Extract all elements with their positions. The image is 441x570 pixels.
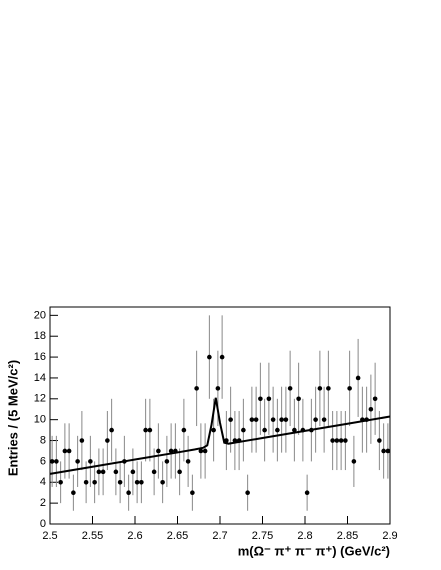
x-tick-label: 2.8 bbox=[297, 530, 312, 542]
data-point bbox=[219, 354, 225, 360]
data-point bbox=[224, 438, 229, 443]
data-point bbox=[147, 427, 153, 433]
data-point bbox=[270, 417, 276, 422]
y-tick-label: 18 bbox=[34, 330, 46, 342]
y-tick-label: 10 bbox=[34, 414, 46, 426]
data-point bbox=[126, 490, 131, 496]
plot-frame bbox=[49, 306, 391, 525]
data-point bbox=[275, 427, 280, 433]
data-point bbox=[96, 469, 102, 475]
data-point bbox=[139, 479, 144, 485]
data-point bbox=[181, 427, 187, 433]
fit-curve bbox=[49, 397, 391, 475]
x-tick-label: 2.55 bbox=[82, 530, 103, 542]
y-tick-label: 16 bbox=[34, 351, 46, 363]
data-point bbox=[381, 448, 386, 454]
data-point bbox=[296, 396, 301, 402]
data-point bbox=[377, 438, 382, 443]
data-point bbox=[75, 459, 80, 464]
data-point bbox=[326, 386, 331, 391]
data-point bbox=[62, 448, 68, 454]
data-point bbox=[228, 417, 233, 422]
data-point bbox=[304, 490, 310, 496]
data-point bbox=[113, 469, 119, 475]
data-point bbox=[372, 396, 378, 402]
data-point bbox=[241, 427, 246, 433]
x-tick-label: 2.7 bbox=[212, 530, 227, 542]
data-point bbox=[58, 479, 63, 485]
data-point bbox=[49, 459, 55, 464]
data-point bbox=[368, 406, 374, 412]
y-tick-label: 4 bbox=[40, 476, 46, 488]
data-point bbox=[190, 490, 195, 496]
data-point bbox=[343, 438, 348, 443]
data-point bbox=[130, 469, 136, 475]
data-point bbox=[317, 386, 323, 391]
data-point bbox=[156, 448, 161, 454]
x-tick-label: 2.6 bbox=[127, 530, 142, 542]
data-point bbox=[92, 479, 97, 485]
y-tick-label: 6 bbox=[40, 455, 46, 467]
y-tick-label: 2 bbox=[40, 497, 46, 509]
data-point bbox=[313, 417, 318, 422]
data-point bbox=[215, 386, 221, 391]
x-axis-title: m(Ω⁻ π⁺ π⁻ π⁺) (GeV/c²) bbox=[238, 543, 390, 558]
data-point bbox=[151, 469, 157, 475]
data-point bbox=[245, 490, 250, 496]
data-point bbox=[207, 354, 212, 360]
data-point bbox=[79, 438, 85, 443]
data-point bbox=[54, 459, 59, 464]
data-point bbox=[143, 427, 148, 433]
x-tick-label: 2.75 bbox=[252, 530, 273, 542]
data-point bbox=[185, 459, 191, 464]
data-point bbox=[211, 427, 216, 433]
data-point bbox=[266, 396, 272, 402]
x-tick-label: 2.5 bbox=[42, 530, 57, 542]
data-point bbox=[351, 459, 357, 464]
data-point bbox=[164, 459, 170, 464]
data-point bbox=[385, 448, 391, 454]
data-point bbox=[105, 438, 110, 443]
data-point bbox=[287, 386, 293, 391]
data-point bbox=[160, 479, 165, 485]
data-point bbox=[292, 427, 297, 433]
data-point bbox=[321, 417, 327, 422]
data-point bbox=[338, 438, 344, 443]
x-tick-label: 2.85 bbox=[337, 530, 358, 542]
x-tick-label: 2.65 bbox=[167, 530, 188, 542]
data-point bbox=[347, 386, 352, 391]
data-point bbox=[334, 438, 340, 443]
data-point bbox=[83, 479, 89, 485]
y-tick-label: 20 bbox=[34, 309, 46, 321]
data-point bbox=[279, 417, 284, 422]
y-tick-label: 14 bbox=[34, 372, 46, 384]
data-point bbox=[262, 427, 267, 433]
data-point bbox=[117, 479, 123, 485]
data-point bbox=[194, 386, 199, 391]
data-point bbox=[177, 469, 182, 475]
data-point bbox=[355, 375, 361, 381]
data-point bbox=[283, 417, 289, 422]
data-point bbox=[88, 459, 93, 464]
y-tick-label: 0 bbox=[40, 518, 46, 530]
data-point bbox=[202, 448, 208, 454]
data-point bbox=[253, 417, 259, 422]
x-tick-label: 2.9 bbox=[382, 530, 397, 542]
data-point bbox=[198, 448, 204, 454]
data-point bbox=[109, 427, 114, 433]
data-point bbox=[249, 417, 255, 422]
y-tick-label: 12 bbox=[34, 393, 46, 405]
data-point bbox=[134, 479, 140, 485]
data-point bbox=[71, 490, 76, 496]
data-point bbox=[330, 438, 335, 443]
data-point bbox=[100, 469, 106, 475]
y-tick-label: 8 bbox=[40, 434, 46, 446]
data-point bbox=[168, 448, 174, 454]
y-axis-title: Entries / (5 MeV/c²) bbox=[5, 360, 20, 476]
data-point bbox=[66, 448, 72, 454]
data-point bbox=[258, 396, 263, 402]
